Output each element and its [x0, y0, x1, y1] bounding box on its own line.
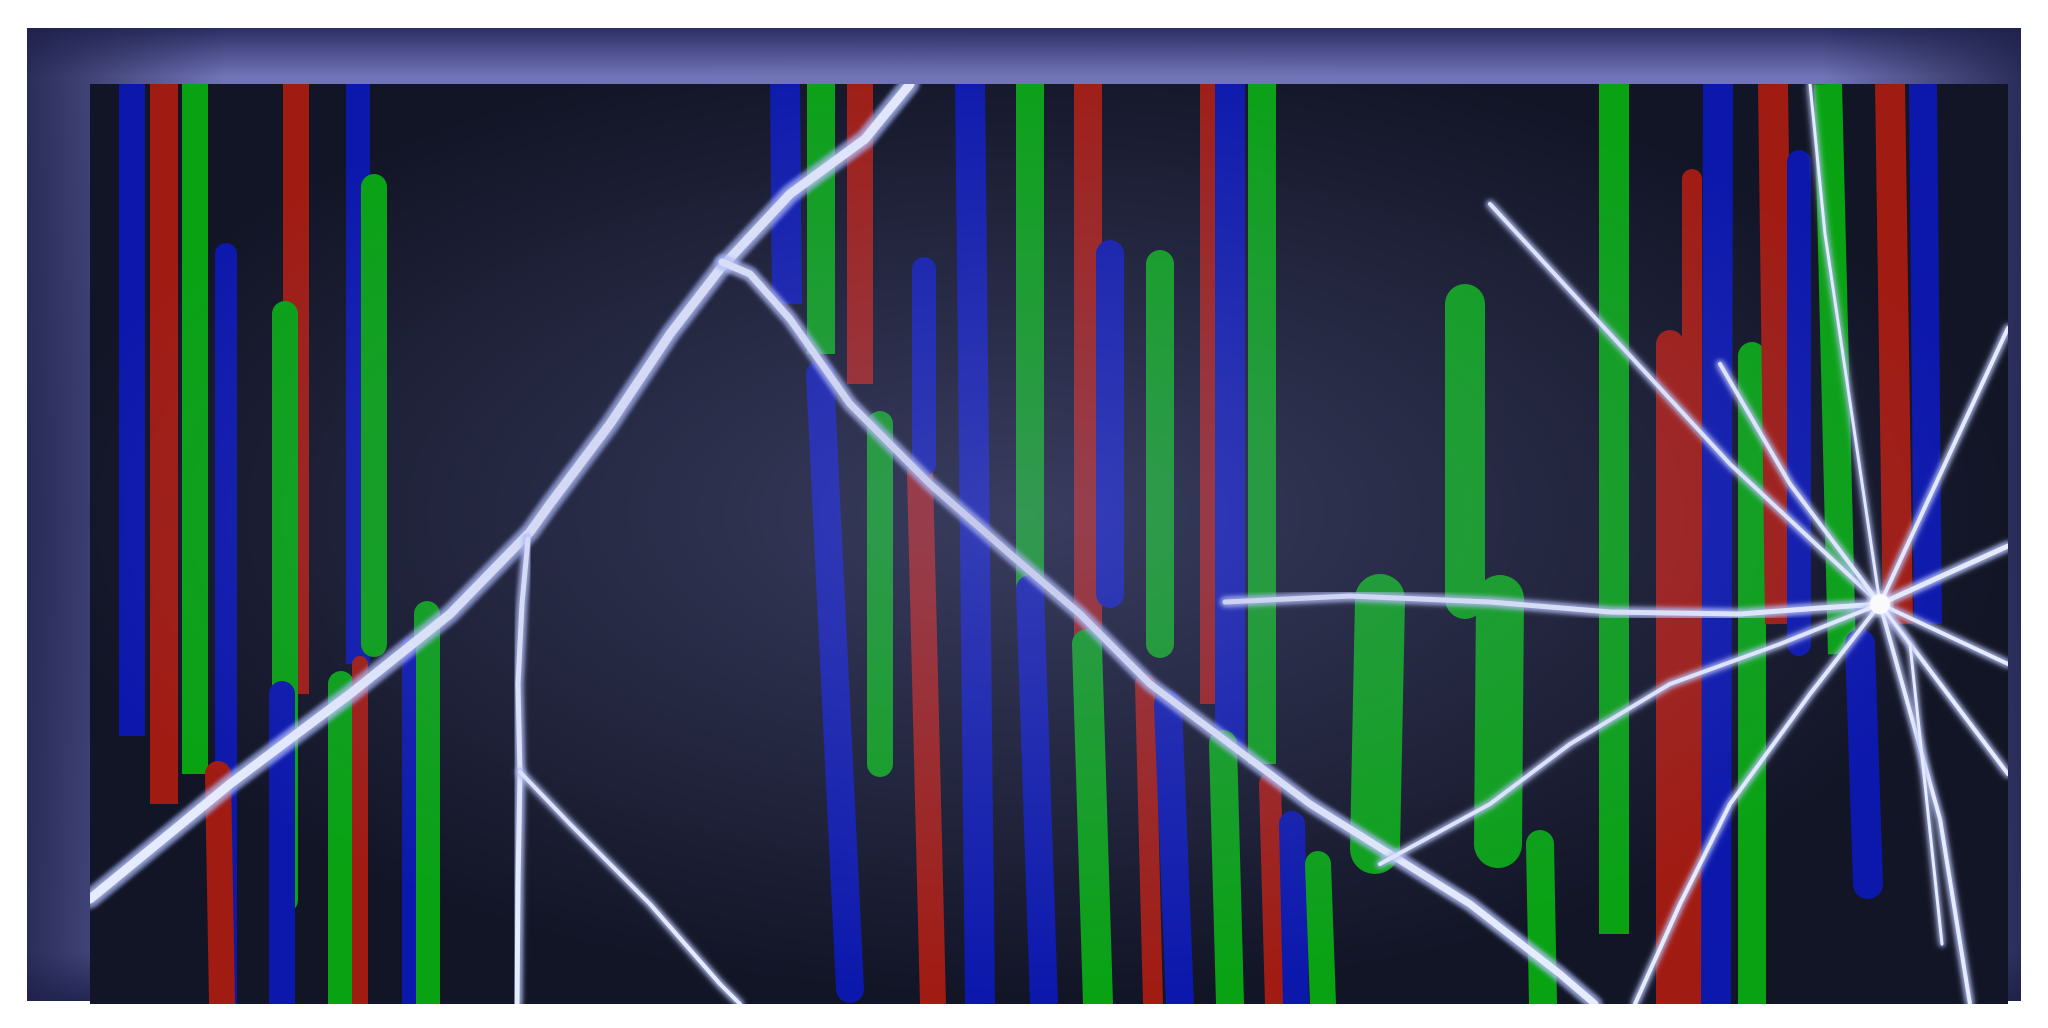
screen-crack: [718, 258, 1599, 1004]
pixel-bar-green: [1072, 629, 1113, 1004]
pixel-bar-green: [1350, 574, 1405, 874]
screen-crack: [1718, 362, 1882, 606]
screen-crack: [1877, 543, 2008, 607]
pixel-bar-red: [1259, 773, 1287, 1004]
pixel-bar-blue: [1154, 690, 1194, 1004]
pixel-bar-blue: [806, 360, 864, 1003]
impact-point-icon: [1870, 594, 1890, 614]
screen-crack: [1878, 326, 2008, 606]
pixel-bar-green: [1526, 830, 1557, 1004]
pixel-bar-red: [907, 461, 946, 1004]
screen-crack: [1878, 602, 2008, 666]
pixel-bar-red: [205, 761, 235, 1004]
pixel-bar-blue: [1279, 811, 1309, 1004]
pixel-bar-blue: [955, 84, 995, 1004]
monitor-bezel: [27, 28, 2021, 1004]
screen-crack: [1808, 84, 1882, 606]
pixel-bar-green: [1305, 851, 1336, 1004]
pixel-bar-blue: [1845, 629, 1883, 899]
screen-crack: [1878, 602, 1944, 946]
screen-crack: [514, 536, 531, 1004]
screen-crack: [1488, 202, 1882, 606]
screen-crack: [1222, 593, 1886, 617]
pixel-bar-red: [1875, 84, 1913, 625]
screen-crack: [1878, 602, 1972, 1004]
crack-layer: [90, 84, 2008, 1004]
pixel-bar-green: [1209, 730, 1244, 1004]
cracked-display: [90, 84, 2008, 1004]
pixel-bar-red: [1135, 674, 1163, 1004]
screen-crack: [518, 770, 742, 1004]
pixel-bar-blue: [1701, 84, 1733, 1004]
pixel-bar-red: [1758, 84, 1795, 625]
display-scene: [90, 84, 2008, 1004]
pixel-bars-layer: [119, 84, 1942, 1004]
pixel-bar-blue: [1909, 84, 1942, 625]
screen-crack: [90, 84, 915, 904]
pixel-bar-green: [1814, 84, 1856, 655]
pixel-bar-blue: [1016, 575, 1058, 1004]
screen-crack: [1378, 602, 1882, 866]
pixel-bar-green: [1474, 575, 1524, 868]
screen-crack: [1633, 602, 1882, 1004]
